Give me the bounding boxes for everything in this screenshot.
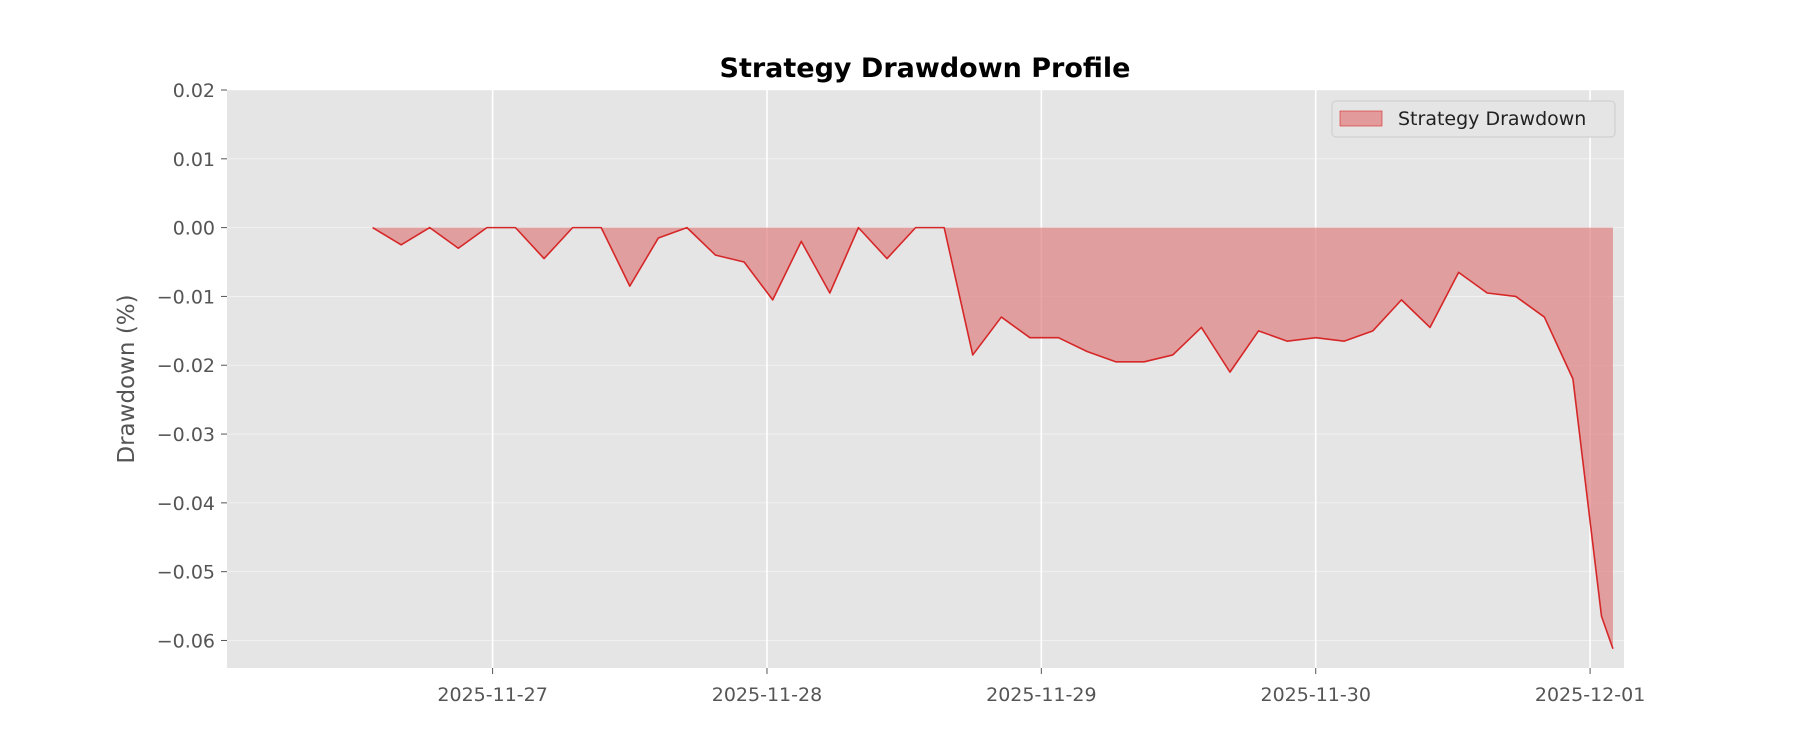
legend-label: Strategy Drawdown [1398, 108, 1586, 130]
x-tick-label: 2025-11-29 [986, 684, 1096, 706]
x-tick-label: 2025-12-01 [1535, 684, 1645, 706]
plot-area [227, 90, 1624, 668]
series-layer [372, 226, 1614, 649]
y-axis-label: Drawdown (%) [114, 294, 140, 463]
drawdown-area [372, 227, 1613, 649]
x-tick-label: 2025-11-30 [1261, 684, 1371, 706]
y-tick-label: −0.06 [157, 630, 215, 652]
y-tick-label: −0.03 [157, 424, 215, 446]
legend: Strategy Drawdown [1331, 100, 1616, 138]
tick-labels: 0.02 0.01 0.00 −0.01 −0.02 −0.03 −0.04 −0.05 −0.… [157, 80, 1646, 706]
legend-swatch [1339, 110, 1383, 127]
y-tick-label: −0.02 [157, 355, 215, 377]
y-tick-label: 0.01 [173, 149, 215, 171]
x-tick-label: 2025-11-28 [712, 684, 822, 706]
x-tick-label: 2025-11-27 [437, 684, 547, 706]
drawdown-line [372, 226, 1614, 649]
y-tick-label: −0.04 [157, 493, 215, 515]
chart-title: Strategy Drawdown Profile [720, 53, 1131, 84]
legend-frame [1331, 100, 1616, 138]
y-tick-label: −0.05 [157, 562, 215, 584]
y-tick-label: −0.01 [157, 286, 215, 308]
y-tick-label: 0.00 [173, 218, 215, 240]
y-tick-label: 0.02 [173, 80, 215, 102]
